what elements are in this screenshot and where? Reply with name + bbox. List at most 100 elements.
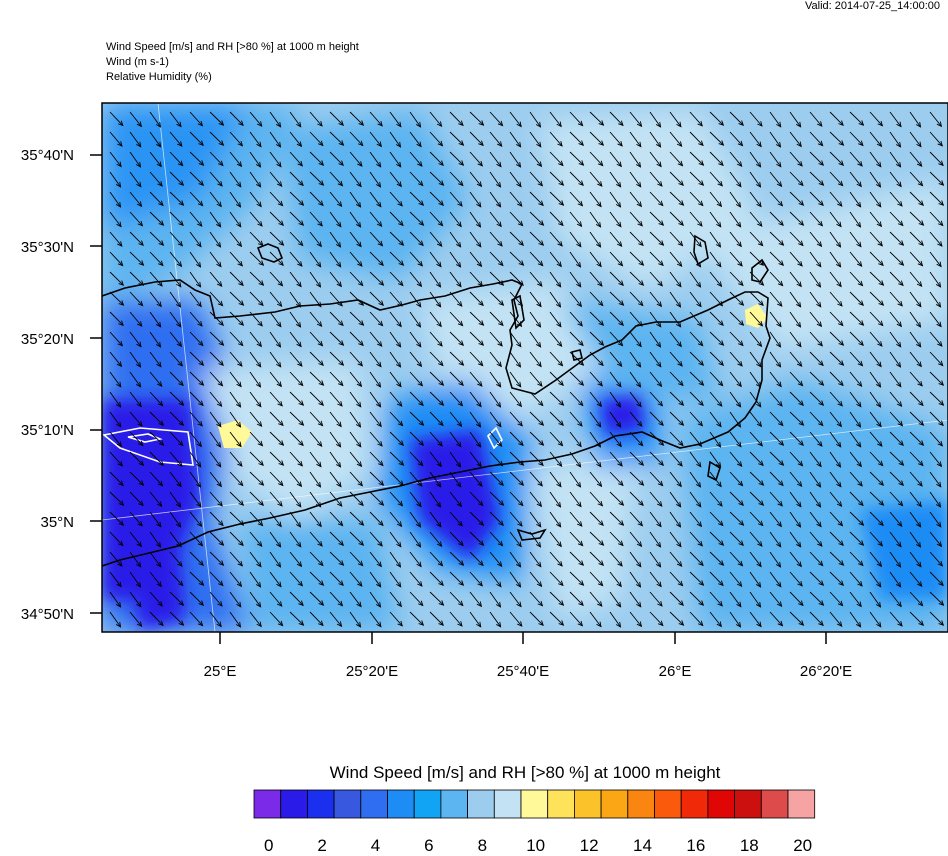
wind-arrow	[129, 271, 145, 286]
wind-arrow	[649, 171, 663, 187]
wind-arrow	[289, 591, 304, 607]
wind-arrow	[689, 531, 703, 547]
wind-arrow	[549, 151, 564, 167]
wind-arrow	[629, 351, 642, 368]
colorbar-tick-label: 14	[633, 836, 652, 855]
wind-arrow	[409, 131, 422, 148]
wind-arrow	[189, 291, 202, 308]
wind-arrow	[749, 251, 765, 266]
wind-arrow	[109, 531, 124, 547]
lat-label-35-20: 35°20'N	[21, 331, 74, 348]
colorbar-swatch	[306, 789, 335, 819]
wind-arrow	[409, 551, 422, 568]
wind-arrow	[129, 451, 145, 466]
wind-arrow	[289, 111, 302, 128]
wind-arrow	[649, 451, 665, 466]
wind-arrow	[489, 191, 502, 208]
wind-arrow	[649, 191, 664, 207]
wind-arrow	[389, 551, 402, 568]
wind-arrow	[869, 451, 884, 467]
wind-arrow	[749, 551, 762, 568]
wind-arrow	[929, 471, 942, 488]
wind-arrow	[889, 271, 904, 287]
wind-arrow	[309, 531, 323, 547]
wind-arrow	[689, 451, 702, 468]
wind-arrow	[849, 171, 862, 188]
wind-arrow	[209, 211, 222, 228]
wind-arrow	[909, 611, 925, 626]
wind-arrow	[509, 531, 522, 548]
wind-arrow	[669, 431, 684, 447]
wind-arrow	[609, 411, 622, 428]
wind-arrow	[929, 311, 942, 328]
wind-arrow	[109, 571, 122, 588]
wind-arrow	[349, 371, 363, 388]
wind-arrow	[729, 491, 744, 506]
wind-arrow	[129, 251, 145, 266]
wind-arrow	[469, 291, 484, 307]
wind-arrow	[369, 431, 383, 447]
wind-arrow	[689, 231, 702, 248]
wind-arrow	[429, 211, 444, 227]
wind-arrow	[809, 291, 822, 308]
wind-arrow	[329, 291, 343, 307]
wind-arrow	[689, 491, 702, 508]
wind-arrow	[769, 591, 783, 608]
wind-arrow	[169, 571, 184, 587]
wind-arrow	[389, 591, 403, 608]
wind-arrow	[329, 111, 345, 126]
wind-arrow	[529, 551, 542, 568]
wind-arrow	[549, 591, 565, 606]
wind-arrow	[469, 471, 483, 487]
wind-arrow	[169, 531, 182, 548]
wind-arrow	[109, 351, 123, 368]
wind-arrow	[109, 391, 122, 408]
wind-arrow	[509, 171, 522, 188]
wind-arrow	[489, 611, 502, 628]
wind-arrow	[609, 231, 623, 248]
lat-label-35-40: 35°40'N	[21, 147, 74, 164]
wind-arrow	[669, 311, 682, 328]
wind-arrow	[129, 191, 143, 208]
wind-arrow	[349, 311, 365, 326]
wind-arrow	[769, 371, 782, 388]
header-line-3: Relative Humidity (%)	[106, 71, 212, 83]
wind-arrow	[229, 291, 245, 306]
wind-arrow	[449, 551, 465, 566]
wind-arrow	[209, 571, 224, 587]
wind-arrow	[129, 151, 142, 168]
wind-arrow	[509, 131, 522, 148]
wind-arrow	[869, 551, 883, 568]
wind-arrow	[409, 111, 422, 128]
wind-arrow	[609, 611, 622, 628]
wind-arrow	[649, 531, 662, 548]
wind-arrow	[389, 251, 405, 266]
wind-arrow	[669, 151, 684, 167]
wind-arrow	[409, 331, 422, 348]
wind-arrow	[449, 151, 465, 166]
wind-arrow	[709, 611, 722, 628]
wind-arrow	[189, 611, 204, 627]
wind-arrow	[349, 431, 362, 448]
wind-arrow	[609, 551, 623, 567]
colorbar-swatch	[280, 789, 308, 819]
wind-arrow	[649, 431, 665, 446]
wind-arrow	[149, 151, 162, 168]
wind-arrow	[229, 211, 242, 228]
wind-arrow	[449, 431, 462, 448]
wind-arrow	[749, 291, 764, 307]
wind-arrow	[149, 571, 162, 588]
wind-arrow	[229, 311, 245, 326]
wind-arrow	[689, 471, 702, 488]
wind-arrow	[309, 131, 324, 147]
wind-arrow	[469, 531, 485, 546]
wind-arrow	[629, 271, 645, 286]
wind-arrow	[449, 191, 463, 207]
wind-arrow	[649, 491, 663, 507]
wind-arrow	[689, 271, 702, 288]
wind-arrow	[249, 431, 264, 447]
wind-arrow	[149, 311, 162, 328]
colorbar-tick-label: 20	[793, 836, 813, 855]
wind-arrow	[649, 371, 663, 388]
wind-arrow	[529, 211, 545, 226]
